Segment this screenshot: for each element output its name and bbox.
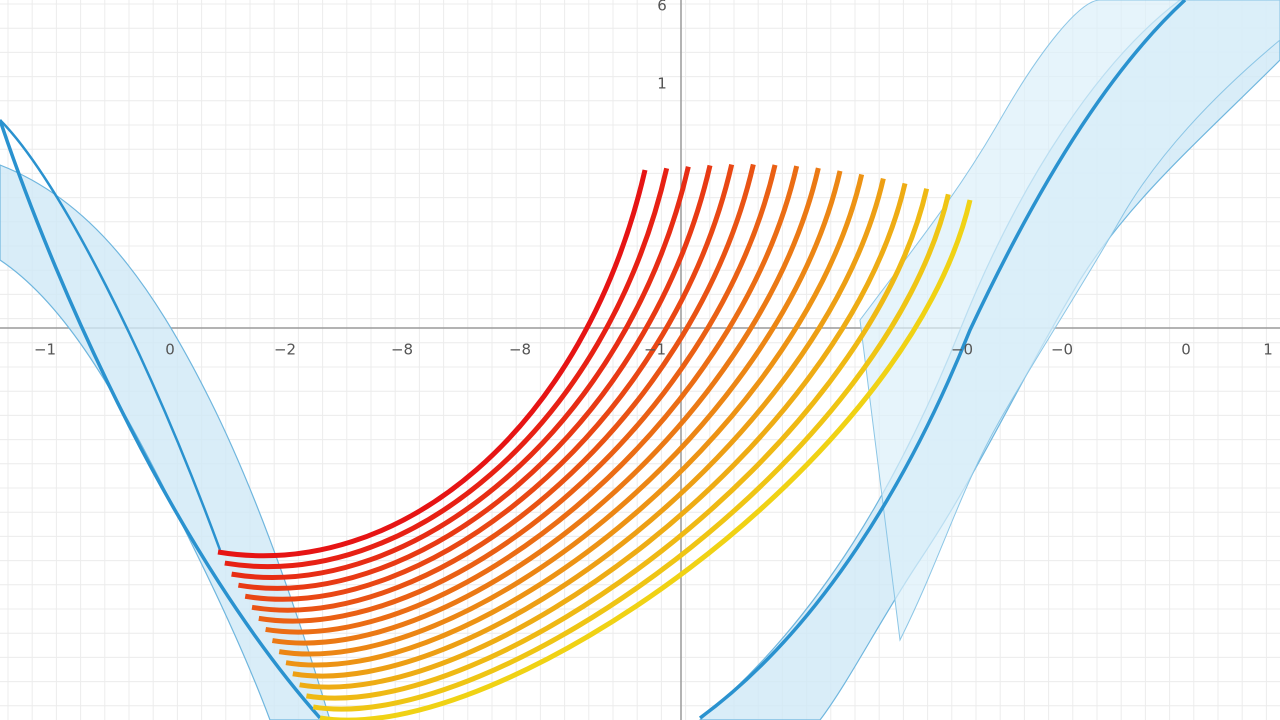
family-curve [285, 173, 865, 668]
axis-labels: −1 0 −2 −8 −8 −1 −0 −0 0 1 6 1 [34, 0, 1273, 359]
family-curve [299, 182, 908, 690]
family-curve [271, 167, 821, 646]
x-tick-label: −0 [1051, 341, 1073, 359]
y-tick-label: 1 [657, 75, 667, 93]
left-curve [0, 119, 322, 720]
x-tick-label: −2 [274, 341, 296, 359]
x-tick-label: −1 [644, 341, 666, 359]
left-curve-2 [0, 119, 222, 551]
family-curve [237, 164, 713, 591]
family-curve [305, 188, 930, 701]
family-curve [265, 165, 800, 635]
family-curve [312, 193, 951, 712]
y-tick-label: 6 [657, 0, 667, 15]
family-curve [244, 164, 735, 602]
family-curve [217, 169, 648, 559]
right-curve [698, 0, 1187, 720]
family-curve [224, 167, 670, 570]
family-curve [251, 163, 756, 613]
x-tick-label: −8 [509, 341, 531, 359]
left-band [0, 164, 331, 720]
x-tick-label: −8 [391, 341, 413, 359]
family-curve [278, 170, 843, 657]
family-curve [292, 178, 886, 679]
family-curve [319, 199, 973, 720]
x-tick-label: 1 [1263, 341, 1273, 359]
x-tick-label: 0 [1181, 341, 1191, 359]
x-tick-label: −0 [951, 341, 973, 359]
family-curve [231, 166, 691, 580]
x-tick-label: 0 [165, 341, 175, 359]
right-band-2 [859, 0, 1280, 642]
curve-family [217, 163, 973, 720]
x-tick-label: −1 [34, 341, 56, 359]
family-curve [258, 164, 778, 624]
